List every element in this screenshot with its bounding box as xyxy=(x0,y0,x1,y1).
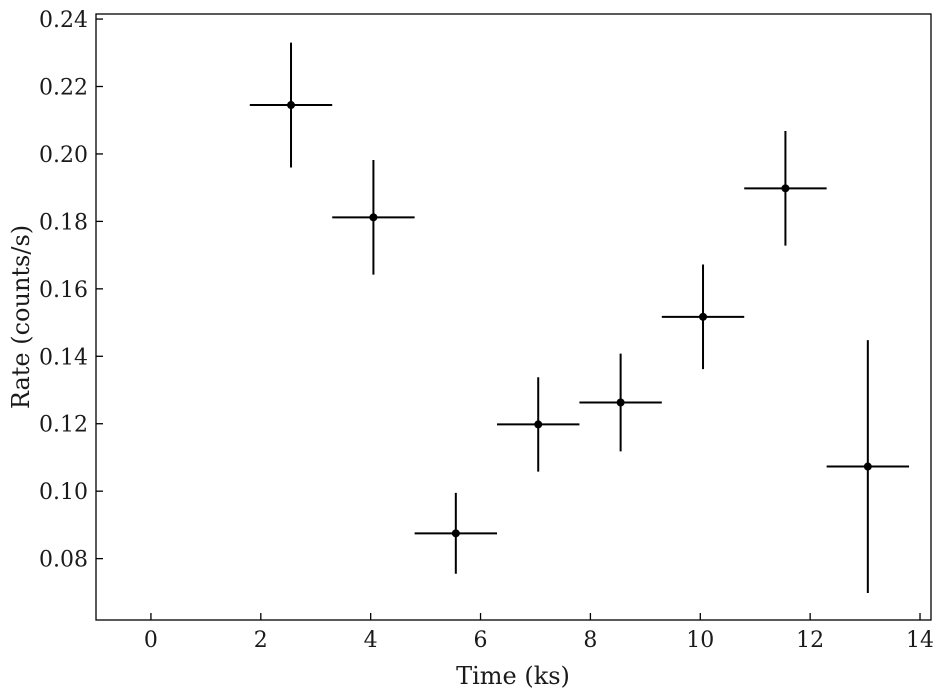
data-marker xyxy=(287,101,296,110)
data-point-8 xyxy=(826,340,910,594)
y-tick-label: 0.10 xyxy=(39,480,88,505)
x-tick-label: 12 xyxy=(796,628,824,653)
data-marker xyxy=(534,420,543,429)
data-point-2 xyxy=(332,160,415,275)
data-marker xyxy=(616,398,625,407)
y-ticks: 0.08 0.10 0.12 0.14 0.16 0.18 0.20 0.22 0.24 xyxy=(39,8,103,573)
data-point-6 xyxy=(661,264,745,370)
data-marker xyxy=(369,213,378,222)
y-tick-label: 0.14 xyxy=(39,345,88,370)
data-marker xyxy=(781,184,790,193)
data-point-3 xyxy=(414,492,498,574)
x-tick-label: 10 xyxy=(686,628,714,653)
y-tick-label: 0.08 xyxy=(39,548,88,573)
data-points xyxy=(249,42,910,594)
x-tick-label: 14 xyxy=(906,628,934,653)
y-tick-label: 0.16 xyxy=(39,278,88,303)
data-point-4 xyxy=(497,377,580,472)
y-tick-label: 0.18 xyxy=(39,210,88,235)
y-axis-label: Rate (counts/s) xyxy=(7,225,35,409)
data-point-7 xyxy=(744,131,827,246)
data-point-1 xyxy=(249,42,333,168)
y-tick-label: 0.20 xyxy=(39,143,88,168)
x-tick-label: 4 xyxy=(364,628,378,653)
data-marker xyxy=(699,312,708,321)
x-ticks: 0 2 4 6 8 10 12 14 xyxy=(144,613,934,653)
data-marker xyxy=(863,462,872,471)
data-point-5 xyxy=(579,353,662,452)
x-tick-label: 8 xyxy=(583,628,597,653)
x-tick-label: 2 xyxy=(254,628,268,653)
y-tick-label: 0.12 xyxy=(39,413,88,438)
data-marker xyxy=(451,529,460,538)
x-axis-label: Time (ks) xyxy=(456,662,570,690)
plot-frame xyxy=(95,13,932,621)
x-tick-label: 0 xyxy=(144,628,158,653)
y-tick-label: 0.24 xyxy=(39,8,88,33)
x-tick-label: 6 xyxy=(474,628,488,653)
y-tick-label: 0.22 xyxy=(39,76,88,101)
